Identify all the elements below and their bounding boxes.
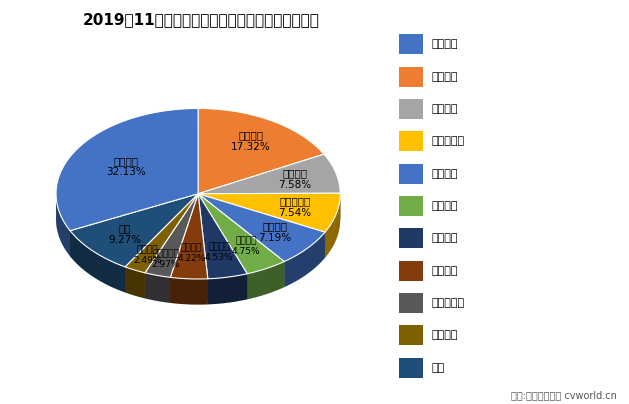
FancyBboxPatch shape [399, 358, 423, 378]
Polygon shape [325, 193, 340, 258]
FancyBboxPatch shape [399, 228, 423, 248]
Text: 宇通客车
32.13%: 宇通客车 32.13% [106, 156, 146, 177]
Text: 亚星客车: 亚星客车 [432, 234, 459, 243]
Text: 比亚迪汽车: 比亚迪汽车 [432, 298, 465, 308]
Polygon shape [198, 193, 340, 232]
Text: 中车时代: 中车时代 [432, 72, 459, 82]
Text: 金旅客车: 金旅客车 [432, 201, 459, 211]
Polygon shape [198, 194, 247, 299]
Text: 中车时代
17.32%: 中车时代 17.32% [231, 130, 271, 152]
Text: 亚星客车
4.53%: 亚星客车 4.53% [204, 242, 233, 262]
Polygon shape [198, 194, 208, 304]
Polygon shape [70, 231, 125, 292]
Text: 申沃客车
2.49%: 申沃客车 2.49% [133, 245, 162, 265]
FancyBboxPatch shape [399, 99, 423, 119]
Polygon shape [56, 134, 340, 305]
Text: 中通客车: 中通客车 [432, 169, 459, 179]
Polygon shape [198, 194, 284, 274]
Polygon shape [198, 194, 208, 304]
Polygon shape [70, 194, 198, 256]
Text: 2019年11月大型客车（含底盘）市场前十企业份额: 2019年11月大型客车（含底盘）市场前十企业份额 [83, 12, 320, 27]
Polygon shape [198, 194, 284, 287]
Polygon shape [170, 194, 198, 303]
Text: 金旅客车
4.75%: 金旅客车 4.75% [231, 236, 260, 256]
FancyBboxPatch shape [399, 196, 423, 216]
FancyBboxPatch shape [399, 261, 423, 281]
Polygon shape [56, 108, 198, 231]
Polygon shape [198, 194, 325, 258]
Polygon shape [70, 194, 198, 267]
Text: 申沃客车: 申沃客车 [432, 330, 459, 340]
Text: 海格客车
7.58%: 海格客车 7.58% [278, 168, 311, 190]
FancyBboxPatch shape [399, 164, 423, 184]
Polygon shape [125, 267, 145, 299]
Polygon shape [198, 154, 340, 194]
Polygon shape [70, 194, 198, 256]
Polygon shape [198, 108, 324, 194]
Polygon shape [145, 273, 170, 303]
FancyBboxPatch shape [399, 325, 423, 345]
Text: 申龙客车
4.22%: 申龙客车 4.22% [177, 244, 206, 263]
Polygon shape [125, 194, 198, 273]
Polygon shape [284, 232, 325, 287]
Text: 其他: 其他 [432, 363, 445, 372]
FancyBboxPatch shape [399, 67, 423, 87]
Polygon shape [170, 194, 208, 279]
Text: 海格客车: 海格客车 [432, 104, 459, 114]
Polygon shape [198, 194, 325, 261]
FancyBboxPatch shape [399, 34, 423, 55]
Text: 大金龙客车: 大金龙客车 [432, 137, 465, 146]
Polygon shape [145, 194, 198, 299]
Polygon shape [208, 274, 247, 304]
Text: 申龙客车: 申龙客车 [432, 266, 459, 276]
Polygon shape [145, 194, 198, 278]
Polygon shape [198, 194, 247, 279]
FancyBboxPatch shape [399, 293, 423, 313]
FancyBboxPatch shape [399, 131, 423, 152]
Text: 比亚迪汽车
2.97%: 比亚迪汽车 2.97% [152, 249, 180, 269]
Polygon shape [198, 194, 284, 287]
Polygon shape [198, 193, 340, 219]
Text: 中通客车
7.19%: 中通客车 7.19% [258, 221, 291, 243]
Text: 大金龙客车
7.54%: 大金龙客车 7.54% [279, 197, 311, 218]
Polygon shape [125, 194, 198, 292]
Polygon shape [170, 194, 198, 303]
Polygon shape [125, 194, 198, 292]
Text: 制图:第一商用车网 cvworld.cn: 制图:第一商用车网 cvworld.cn [511, 390, 616, 400]
Text: 宇通客车: 宇通客车 [432, 40, 459, 49]
Polygon shape [56, 193, 70, 256]
Polygon shape [145, 194, 198, 299]
Polygon shape [247, 261, 284, 299]
Polygon shape [198, 194, 325, 258]
Polygon shape [198, 194, 247, 299]
Polygon shape [198, 193, 340, 219]
Text: 其他
9.27%: 其他 9.27% [108, 223, 141, 245]
Polygon shape [170, 278, 208, 305]
